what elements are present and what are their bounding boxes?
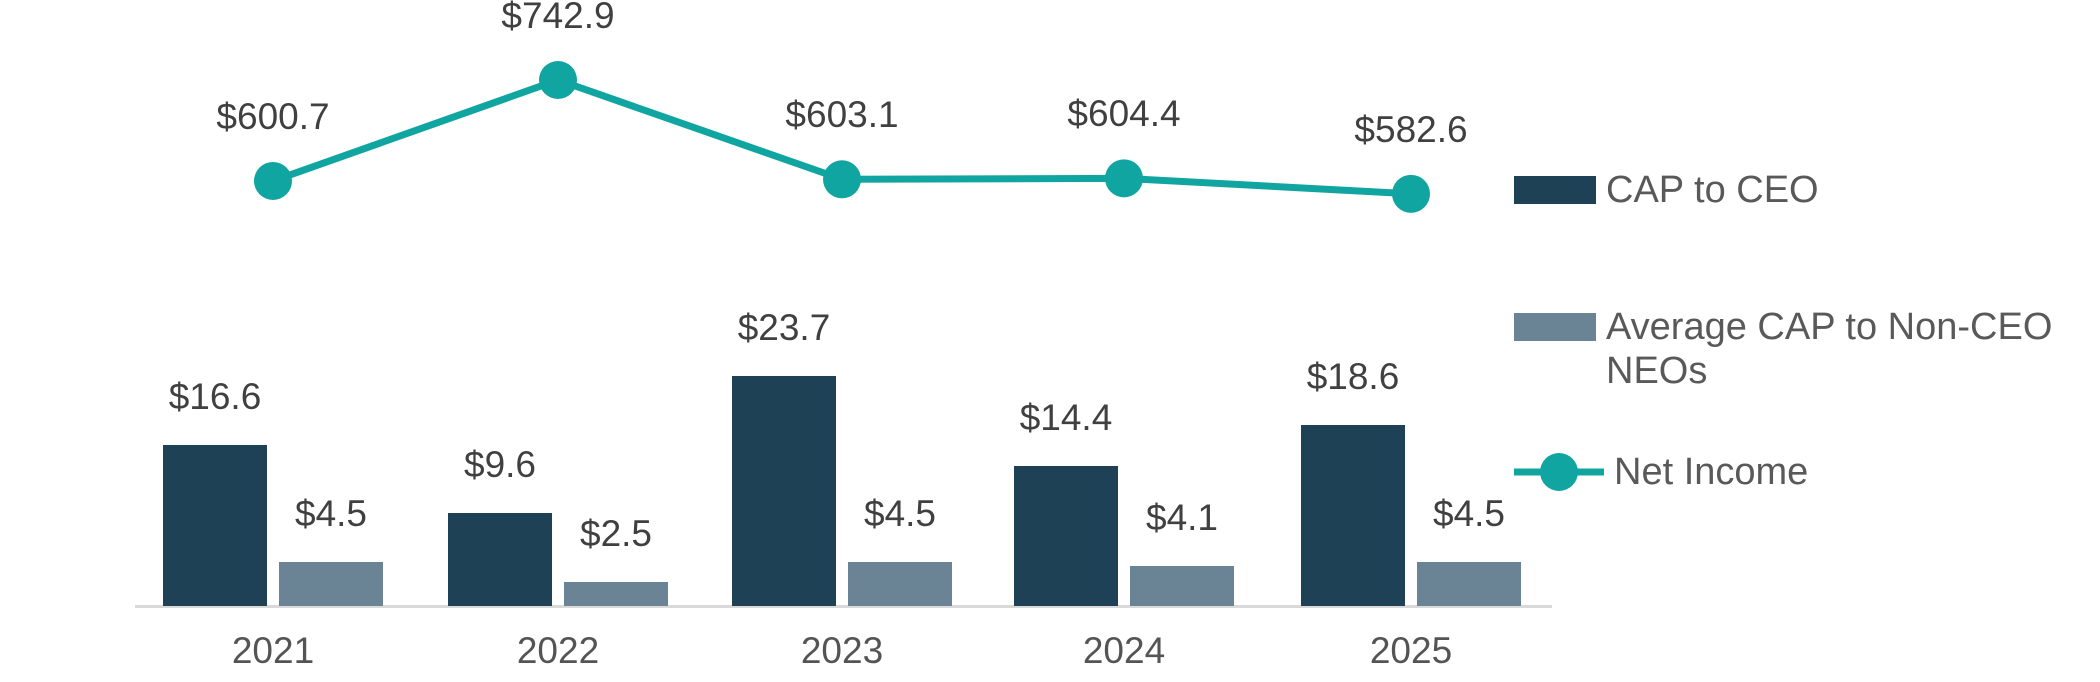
legend-label-net-income: Net Income <box>1614 451 1809 493</box>
avg-cap-non-ceo-bar <box>279 562 383 606</box>
net-income-marker <box>1392 174 1430 213</box>
cap-to-ceo-value-label: $16.6 <box>168 375 262 417</box>
avg-cap-non-ceo-bar <box>1417 562 1521 606</box>
legend-label-cap-to-ceo: CAP to CEO <box>1606 169 1819 211</box>
cap-to-ceo-bar <box>1301 425 1405 606</box>
net-income-value-label: $600.7 <box>216 95 330 137</box>
legend-item-net-income: Net Income <box>1514 450 1808 494</box>
net-income-marker <box>1105 159 1143 198</box>
net-income-line-marker-icon <box>1514 453 1604 491</box>
cap-to-ceo-value-label: $23.7 <box>737 306 831 348</box>
net-income-value-label: $604.4 <box>1067 93 1181 135</box>
net-income-value-label: $742.9 <box>501 0 615 36</box>
cap-to-ceo-bar <box>732 375 836 606</box>
avg-cap-non-ceo-value-label: $4.5 <box>863 493 937 535</box>
year-label: 2025 <box>1369 630 1453 671</box>
year-label: 2022 <box>516 630 600 671</box>
net-income-value-label: $603.1 <box>785 94 899 136</box>
cap-to-ceo-value-label: $9.6 <box>463 443 537 485</box>
year-label: 2023 <box>800 630 884 671</box>
avg-cap-non-ceo-bar <box>564 581 668 606</box>
legend-label-avg-cap-non-ceo: Average CAP to Non-CEO NEOs <box>1606 306 2053 392</box>
net-income-marker <box>539 60 577 99</box>
net-income-marker <box>254 161 292 200</box>
cap-to-ceo-value-label: $14.4 <box>1019 397 1113 439</box>
legend-item-cap-to-ceo: CAP to CEO <box>1514 168 1819 212</box>
x-axis-line <box>135 605 1552 608</box>
avg-cap-non-ceo-value-label: $4.1 <box>1145 497 1219 539</box>
cap-to-ceo-swatch-icon <box>1514 176 1596 204</box>
cap-to-ceo-bar <box>1014 466 1118 606</box>
cap-to-ceo-bar <box>163 444 267 606</box>
avg-cap-non-ceo-bar <box>848 562 952 606</box>
year-label: 2024 <box>1082 630 1166 671</box>
net-income-marker <box>823 160 861 199</box>
avg-cap-non-ceo-value-label: $4.5 <box>1432 493 1506 535</box>
net-income-value-label: $582.6 <box>1354 108 1468 150</box>
legend-item-avg-cap-non-ceo: Average CAP to Non-CEO NEOs <box>1514 305 2100 393</box>
cap-to-ceo-value-label: $18.6 <box>1306 356 1400 398</box>
avg-cap-non-ceo-bar <box>1130 566 1234 606</box>
avg-cap-non-ceo-value-label: $4.5 <box>294 493 368 535</box>
cap-to-ceo-bar <box>448 512 552 606</box>
avg-cap-non-ceo-swatch-icon <box>1514 313 1596 341</box>
year-label: 2021 <box>231 630 315 671</box>
avg-cap-non-ceo-value-label: $2.5 <box>579 512 653 554</box>
